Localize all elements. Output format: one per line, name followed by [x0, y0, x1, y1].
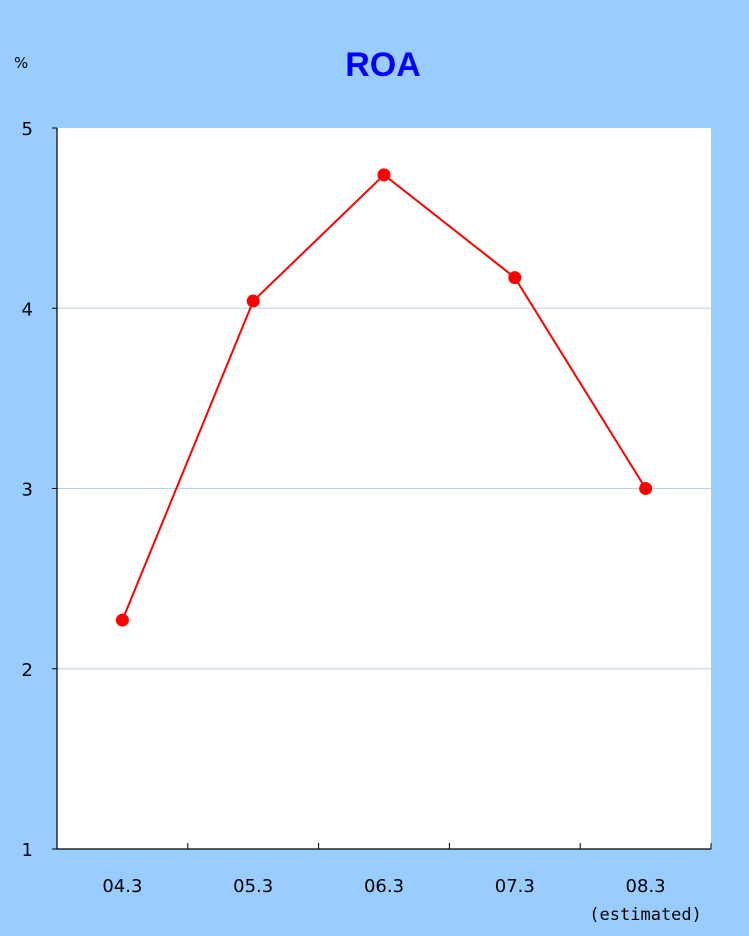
- data-point-08.3: [639, 482, 653, 495]
- data-point-07.3: [508, 271, 522, 285]
- y-tick-label: 3: [22, 480, 33, 501]
- x-tick-label: 07.3: [495, 876, 535, 897]
- y-tick-label: 1: [22, 840, 33, 861]
- axes: [56, 128, 712, 850]
- y-tick-label: 2: [22, 660, 33, 681]
- chart-title: ROA: [345, 46, 421, 84]
- x-tick-label: 08.3: [626, 876, 666, 897]
- y-unit-label: %: [14, 54, 28, 72]
- series-roa: [115, 168, 653, 627]
- y-tick-label: 4: [22, 299, 33, 320]
- gridlines: [52, 127, 711, 850]
- x-tick-label: 05.3: [233, 876, 273, 897]
- data-point-05.3: [246, 294, 260, 308]
- y-tick-labels: 1 2 3 4 5: [22, 119, 33, 861]
- y-tick-label: 5: [22, 119, 33, 140]
- x-tick-labels: 04.3 05.3 06.3 07.3 08.3 (estimated): [102, 876, 702, 925]
- data-point-04.3: [115, 613, 129, 627]
- x-tick-label: 04.3: [102, 876, 142, 897]
- x-tick-label: 06.3: [364, 876, 404, 897]
- x-tick-note-estimated: (estimated): [589, 905, 702, 925]
- data-point-06.3: [377, 168, 391, 182]
